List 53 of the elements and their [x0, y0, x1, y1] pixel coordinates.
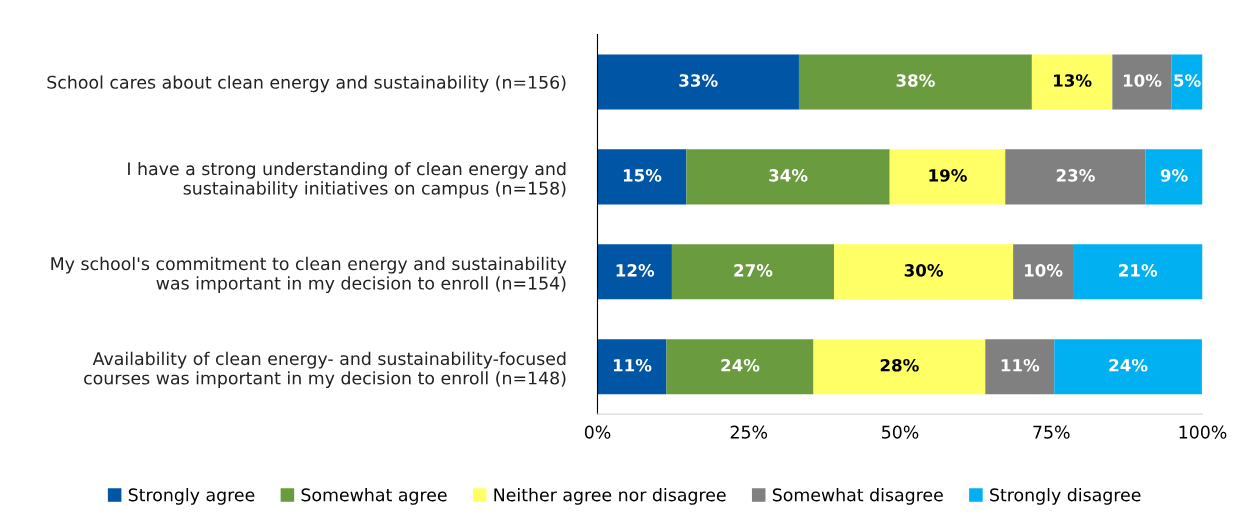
data-label: 11% [613, 358, 652, 372]
legend-label: Somewhat agree [301, 487, 447, 505]
data-label: 34% [769, 169, 808, 182]
y-tick-label: I have a strong understanding of clean energy and sustainability initiatives on campus (n=158) [128, 161, 566, 199]
data-label: 5% [1174, 74, 1201, 87]
bar [597, 244, 672, 300]
bar [1073, 244, 1203, 300]
x-tick-label: 100% [1179, 425, 1227, 439]
y-tick-label: School cares about clean energy and sustainability (n=156) [47, 75, 566, 93]
bar [1013, 244, 1074, 300]
y-tick-label: Availability of clean energy- and sustainability-focused courses was important in my decision to enroll (n=148) [84, 351, 566, 388]
bar [1054, 339, 1202, 395]
data-label: 19% [929, 169, 967, 182]
bar [985, 339, 1055, 395]
bar [889, 149, 1006, 205]
bar [671, 244, 835, 300]
bar [597, 54, 799, 110]
bar [686, 149, 890, 205]
data-label: 13% [1054, 74, 1092, 87]
data-label: 23% [1056, 169, 1095, 182]
x-tick-label: 75% [1033, 425, 1070, 439]
y-tick-label: My school's commitment to clean energy and sustainability was important in my decision to enroll (n=154) [51, 256, 567, 294]
bar [1031, 54, 1113, 110]
data-label: 33% [679, 74, 718, 87]
legend-label: Strongly agree [128, 487, 255, 505]
data-label: 21% [1119, 264, 1158, 277]
data-label: 27% [734, 264, 773, 277]
data-label: 9% [1160, 169, 1188, 182]
bar [666, 339, 814, 395]
data-label: 24% [721, 358, 760, 372]
data-label: 11% [1001, 358, 1040, 372]
data-label: 24% [1109, 358, 1148, 372]
bar [597, 339, 667, 395]
legend-label: Strongly disagree [990, 487, 1141, 505]
data-label: 38% [896, 74, 935, 87]
bar [1112, 54, 1172, 110]
data-label: 30% [904, 264, 944, 277]
data-label: 10% [1025, 264, 1063, 277]
bar [597, 149, 687, 205]
bar [1145, 149, 1203, 205]
bar [798, 54, 1032, 110]
data-label: 12% [616, 264, 655, 277]
data-label: 10% [1123, 74, 1162, 87]
legend-label: Somewhat disagree [772, 487, 943, 505]
x-tick-label: 50% [882, 425, 919, 439]
x-tick-label: 25% [730, 425, 768, 439]
bar [834, 244, 1014, 300]
bar [1005, 149, 1146, 205]
data-label: 15% [623, 169, 662, 182]
legend-label: Neither agree nor disagree [494, 487, 726, 505]
x-tick-label: 0% [584, 425, 611, 439]
data-label: 28% [880, 358, 919, 372]
bar [813, 339, 986, 395]
